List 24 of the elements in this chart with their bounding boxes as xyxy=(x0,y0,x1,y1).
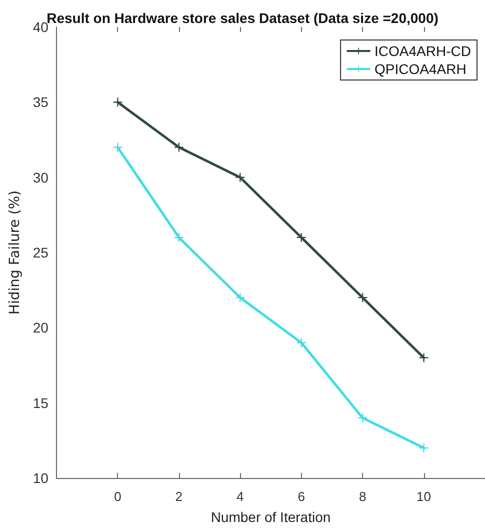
y-tick-label: 20 xyxy=(32,320,49,336)
x-tick-label: 10 xyxy=(416,489,432,504)
point xyxy=(113,142,122,152)
y-tick-label: 40 xyxy=(32,19,49,35)
point xyxy=(113,98,122,107)
x-axis-title: Number of Iteration xyxy=(210,509,331,525)
legend-label: ICOA4ARH-CD xyxy=(374,43,472,59)
point xyxy=(419,443,428,452)
x-tick-label: 6 xyxy=(298,489,305,504)
legend-label: QPICOA4ARH xyxy=(374,61,466,77)
chart-title: Result on Hardware store sales Dataset (Data size =20,000) xyxy=(46,10,438,26)
x-tick-label: 2 xyxy=(175,489,183,504)
y-tick-label: 30 xyxy=(32,169,49,186)
y-tick-label: 15 xyxy=(32,394,49,411)
y-axis-title: Hiding Failure (%) xyxy=(7,190,23,315)
x-tick-label: 0 xyxy=(114,489,122,504)
x-tick-label: 4 xyxy=(236,489,244,504)
point xyxy=(174,142,184,152)
point xyxy=(419,353,428,362)
point xyxy=(296,338,306,348)
y-tick-label: 35 xyxy=(32,94,49,110)
y-tick-label: 25 xyxy=(32,244,49,260)
x-tick-label: 8 xyxy=(358,489,366,504)
y-tick-label: 10 xyxy=(32,470,49,486)
